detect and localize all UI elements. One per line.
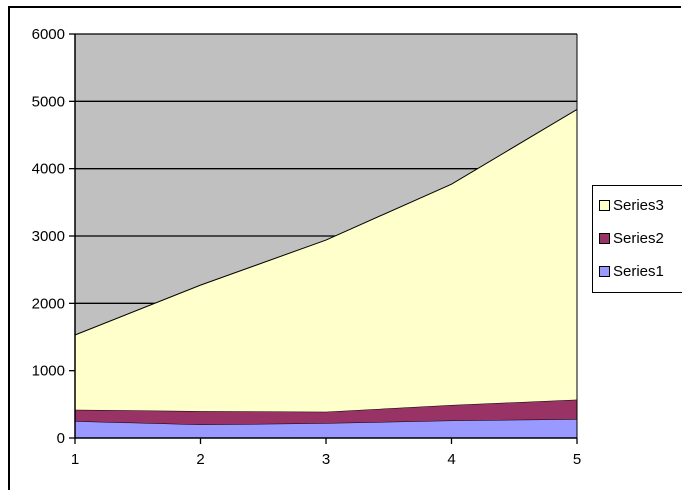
chart-frame — [8, 6, 681, 490]
legend-swatch-series1 — [599, 265, 610, 277]
y-tick-label-0: 0 — [57, 430, 65, 447]
y-tick-label-2000: 2000 — [32, 295, 65, 312]
legend-swatch-series2 — [599, 232, 610, 244]
y-tick-label-3000: 3000 — [32, 228, 65, 245]
legend: Series3 Series2 Series1 — [592, 185, 682, 293]
legend-label-series2: Series2 — [613, 229, 664, 247]
x-tick-label-1: 1 — [71, 451, 79, 468]
legend-item-series3: Series3 — [599, 196, 664, 214]
y-axis-ticks: 0 1000 2000 3000 4000 5000 6000 — [32, 26, 75, 447]
legend-item-series1: Series1 — [599, 262, 664, 280]
legend-label-series1: Series1 — [613, 262, 664, 280]
y-tick-label-6000: 6000 — [32, 26, 65, 43]
legend-item-series2: Series2 — [599, 229, 664, 247]
x-axis-ticks: 1 2 3 4 5 — [71, 438, 581, 468]
area-series-layer — [74, 108, 578, 438]
legend-swatch-series3 — [599, 199, 610, 211]
x-tick-label-3: 3 — [322, 451, 330, 468]
area-series3 — [75, 109, 577, 412]
legend-label-series3: Series3 — [613, 196, 664, 214]
x-tick-label-2: 2 — [196, 451, 204, 468]
y-tick-label-5000: 5000 — [32, 93, 65, 110]
y-tick-label-1000: 1000 — [32, 363, 65, 380]
area-outline-series3 — [74, 108, 578, 336]
x-tick-label-5: 5 — [573, 451, 581, 468]
x-tick-label-4: 4 — [447, 451, 455, 468]
area-series1 — [75, 419, 577, 438]
y-tick-label-4000: 4000 — [32, 161, 65, 178]
